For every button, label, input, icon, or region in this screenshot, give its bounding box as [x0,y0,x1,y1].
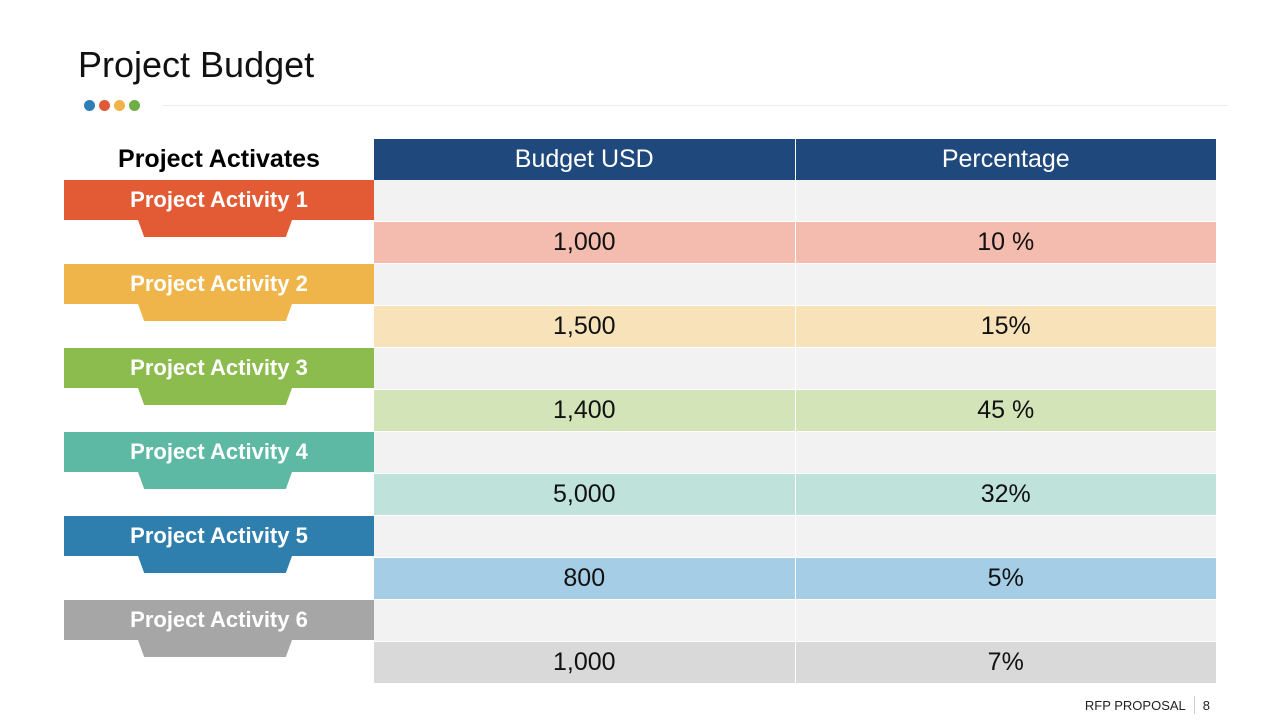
accent-dots [84,100,140,111]
percentage-cell: 32% [794,474,1216,515]
table-row: 1,000 7% [374,641,1216,683]
activity-tab: Project Activity 6 [64,600,374,658]
empty-cell [794,600,1216,641]
percentage-cell: 15% [794,306,1216,347]
table-row: 5,000 32% [374,473,1216,515]
budget-column-header: Budget USD [514,145,654,173]
accent-dot [84,100,95,111]
activity-tab-notch [138,640,292,657]
activities-column-header: Project Activates [118,145,320,173]
empty-cell [794,348,1216,389]
budget-cell: 1,000 [374,222,795,263]
budget-cell: 5,000 [374,474,795,515]
table-row: 1,000 10 % [374,221,1216,263]
table-row: 1,400 45 % [374,389,1216,431]
table-row: 800 5% [374,557,1216,599]
empty-cell [794,432,1216,473]
activity-tab-notch [138,556,292,573]
spacer-row [374,180,1216,221]
spacer-row [374,599,1216,641]
percentage-cell: 10 % [794,222,1216,263]
empty-cell [794,180,1216,221]
budget-cell: 1,400 [374,390,795,431]
activity-label: Project Activity 3 [64,348,374,388]
spacer-row [374,431,1216,473]
table-header: Budget USD Percentage [374,139,1216,180]
empty-cell [374,348,795,389]
percentage-cell: 7% [794,642,1216,683]
empty-cell [374,180,795,221]
activity-tab: Project Activity 4 [64,432,374,490]
spacer-row [374,263,1216,305]
percentage-cell: 45 % [794,390,1216,431]
empty-cell [374,516,795,557]
percentage-column-header: Percentage [794,139,1217,180]
budget-cell: 1,000 [374,642,795,683]
activity-label: Project Activity 5 [64,516,374,556]
activity-label: Project Activity 6 [64,600,374,640]
accent-dot [99,100,110,111]
activity-label: Project Activity 4 [64,432,374,472]
slide-title: Project Budget [78,44,315,85]
footer-separator [1193,696,1195,714]
spacer-row [374,515,1216,557]
table-row: 1,500 15% [374,305,1216,347]
activity-tab: Project Activity 5 [64,516,374,574]
budget-table-body: 1,000 10 % 1,500 15% 1,400 45 % 5,000 32% 800 5% 1… [374,180,1216,683]
empty-cell [794,264,1216,305]
empty-cell [374,264,795,305]
accent-dot [129,100,140,111]
spacer-row [374,347,1216,389]
accent-dot [114,100,125,111]
page-number: 8 [1202,697,1210,713]
activity-tab: Project Activity 1 [64,180,374,238]
activity-tab: Project Activity 3 [64,348,374,406]
activity-tab-notch [138,388,292,405]
empty-cell [374,600,795,641]
empty-cell [794,516,1216,557]
empty-cell [374,432,795,473]
footer-label: RFP PROPOSAL [1084,697,1186,713]
activity-tab-notch [138,220,292,237]
activity-tab: Project Activity 2 [64,264,374,322]
activity-tab-notch [138,472,292,489]
slide-footer: RFP PROPOSAL 8 [1085,696,1210,714]
budget-cell: 1,500 [374,306,795,347]
activity-tab-notch [138,304,292,321]
activity-label: Project Activity 2 [64,264,374,304]
percentage-cell: 5% [794,558,1216,599]
activity-label: Project Activity 1 [64,180,374,220]
title-divider [162,105,1228,106]
budget-cell: 800 [374,558,795,599]
